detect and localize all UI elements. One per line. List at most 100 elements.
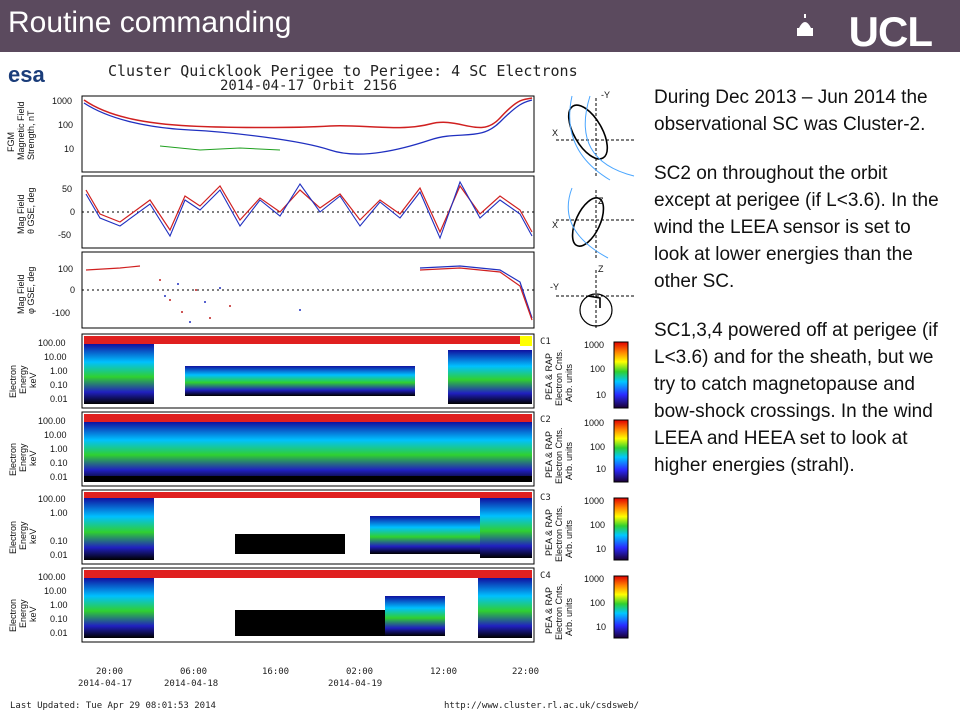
electron-label-3: keV [28, 372, 38, 388]
sc-label-c3: C3 [540, 493, 551, 503]
theta-label-1: Mag Field [16, 194, 26, 234]
paragraph-sc134-operations: SC1,3,4 powered off at perigee (if L<3.6… [654, 320, 938, 476]
energy-ticks-c4: 100.00 10.00 1.00 0.10 0.01 [38, 572, 68, 638]
paragraph-sc2-operations: SC2 on throughout the orbit except at pe… [654, 163, 939, 292]
phi-panel: 100 0 -100 Mag Field φ GSE, deg [16, 251, 535, 329]
spectrogram-c2 [81, 411, 535, 487]
cbar-tick: 100 [590, 598, 605, 608]
energy-tick: 100.00 [38, 494, 66, 504]
sc-label-c1: C1 [540, 337, 551, 347]
spectrogram-c1 [81, 333, 535, 409]
colorbar-label-1: PEA & RAP [544, 431, 554, 478]
fgm-panel: 1000 100 10 FGM Magnetic Field Strength,… [6, 95, 535, 173]
electron-label-2: Energy [18, 365, 28, 394]
cbar-tick: 1000 [584, 496, 604, 506]
date-tick: 2014-04-17 [78, 679, 132, 689]
sc-label-c2: C2 [540, 415, 551, 425]
phi-label-1: Mag Field [16, 274, 26, 314]
fgm-tick-1000: 1000 [52, 96, 72, 106]
cbar-tick: 10 [596, 390, 606, 400]
orbit-plot-xz: Z X [552, 187, 634, 259]
last-updated: Last Updated: Tue Apr 29 08:01:53 2014 [10, 701, 216, 711]
energy-tick: 0.10 [50, 458, 68, 468]
paragraph-observational-sc: During Dec 2013 – Jun 2014 the observati… [654, 87, 928, 135]
orbit-axis-h: -Y [550, 282, 559, 292]
energy-ticks-c2: 100.00 10.00 1.00 0.10 0.01 [38, 416, 68, 482]
colorbar-label-1: PEA & RAP [544, 587, 554, 634]
source-url: http://www.cluster.rl.ac.uk/csdsweb/ [444, 701, 639, 711]
theta-tick-minus50: -50 [58, 230, 71, 240]
phi-tick-0: 0 [70, 285, 75, 295]
time-tick: 12:00 [430, 667, 457, 677]
description-text: During Dec 2013 – Jun 2014 the observati… [654, 84, 946, 501]
slide-title: Routine commanding [8, 6, 292, 39]
cbar-tick: 100 [590, 520, 605, 530]
spectrogram-c3 [81, 489, 535, 565]
fgm-tick-100: 100 [58, 120, 73, 130]
spectrogram-c4 [81, 567, 535, 643]
electron-label-2: Energy [18, 443, 28, 472]
theta-panel: 50 0 -50 Mag Field θ GSE, deg [16, 175, 535, 249]
energy-tick: 100.00 [38, 338, 66, 348]
date-tick: 2014-04-19 [328, 679, 382, 689]
energy-ticks-c3: 100.00 1.00 0.10 0.01 [38, 494, 68, 560]
energy-tick: 0.10 [50, 536, 68, 546]
phi-tick-minus100: -100 [52, 308, 70, 318]
cbar-tick: 10 [596, 544, 606, 554]
energy-tick: 1.00 [50, 508, 68, 518]
fgm-label-1: FGM [6, 132, 16, 152]
time-tick: 20:00 [96, 667, 123, 677]
energy-tick: 100.00 [38, 572, 66, 582]
quicklook-figure: 1000 100 10 FGM Magnetic Field Strength,… [6, 90, 639, 711]
time-tick: 06:00 [180, 667, 207, 677]
theta-tick-50: 50 [62, 184, 72, 194]
electron-label-1: Electron [8, 521, 18, 554]
cbar-tick: 100 [590, 442, 605, 452]
energy-tick: 1.00 [50, 444, 68, 454]
colorbar-label-1: PEA & RAP [544, 509, 554, 556]
time-tick: 16:00 [262, 667, 289, 677]
figure-subtitle: 2014-04-17 Orbit 2156 [220, 78, 398, 94]
electron-label-2: Energy [18, 599, 28, 628]
date-tick: 2014-04-18 [164, 679, 218, 689]
orbit-axis-v: Z [598, 264, 604, 274]
header-bar: Routine commanding UCL [0, 0, 960, 55]
energy-ticks-c1: 100.00 10.00 1.00 0.10 0.01 [38, 338, 68, 404]
orbit-axis-h: X [552, 220, 558, 230]
energy-tick: 10.00 [44, 430, 67, 440]
electron-label-2: Energy [18, 521, 28, 550]
energy-tick: 1.00 [50, 366, 68, 376]
colorbar-label-2: Electron Cnts. [554, 505, 564, 562]
sc-label-c4: C4 [540, 571, 551, 581]
ucl-logo: UCL [848, 8, 933, 55]
time-axis: 20:00 06:00 16:00 02:00 12:00 22:00 2014… [78, 667, 539, 689]
orbit-axis-h: X [552, 128, 558, 138]
cbar-tick: 100 [590, 364, 605, 374]
colorbar-label-2: Electron Cnts. [554, 349, 564, 406]
cbar-tick: 1000 [584, 418, 604, 428]
energy-tick: 100.00 [38, 416, 66, 426]
electron-label-1: Electron [8, 443, 18, 476]
colorbar-label-2: Electron Cnts. [554, 427, 564, 484]
energy-tick: 1.00 [50, 600, 68, 610]
colorbar-label-1: PEA & RAP [544, 353, 554, 400]
orbit-axis-v: Z [598, 196, 604, 206]
esa-logo: esa [8, 62, 45, 87]
orbit-plot-yz: Z -Y [550, 264, 634, 330]
fgm-label-2: Magnetic Field [16, 101, 26, 160]
energy-tick: 0.10 [50, 380, 68, 390]
figure-title: Cluster Quicklook Perigee to Perigee: 4 … [108, 62, 578, 80]
colorbar-label-3: Arb. units [564, 519, 574, 558]
fgm-label-3: Strength, nT [26, 110, 36, 160]
colorbars: 1000 100 10 1000 100 10 1000 100 10 1000… [584, 340, 629, 639]
colorbar-label-3: Arb. units [564, 597, 574, 636]
cbar-tick: 1000 [584, 574, 604, 584]
cbar-tick: 10 [596, 622, 606, 632]
orbit-axis-v: -Y [601, 90, 610, 100]
time-tick: 22:00 [512, 667, 539, 677]
time-tick: 02:00 [346, 667, 373, 677]
colorbar-label-3: Arb. units [564, 441, 574, 480]
energy-tick: 0.01 [50, 472, 68, 482]
theta-label-2: θ GSE, deg [26, 187, 36, 234]
electron-label-3: keV [28, 450, 38, 466]
